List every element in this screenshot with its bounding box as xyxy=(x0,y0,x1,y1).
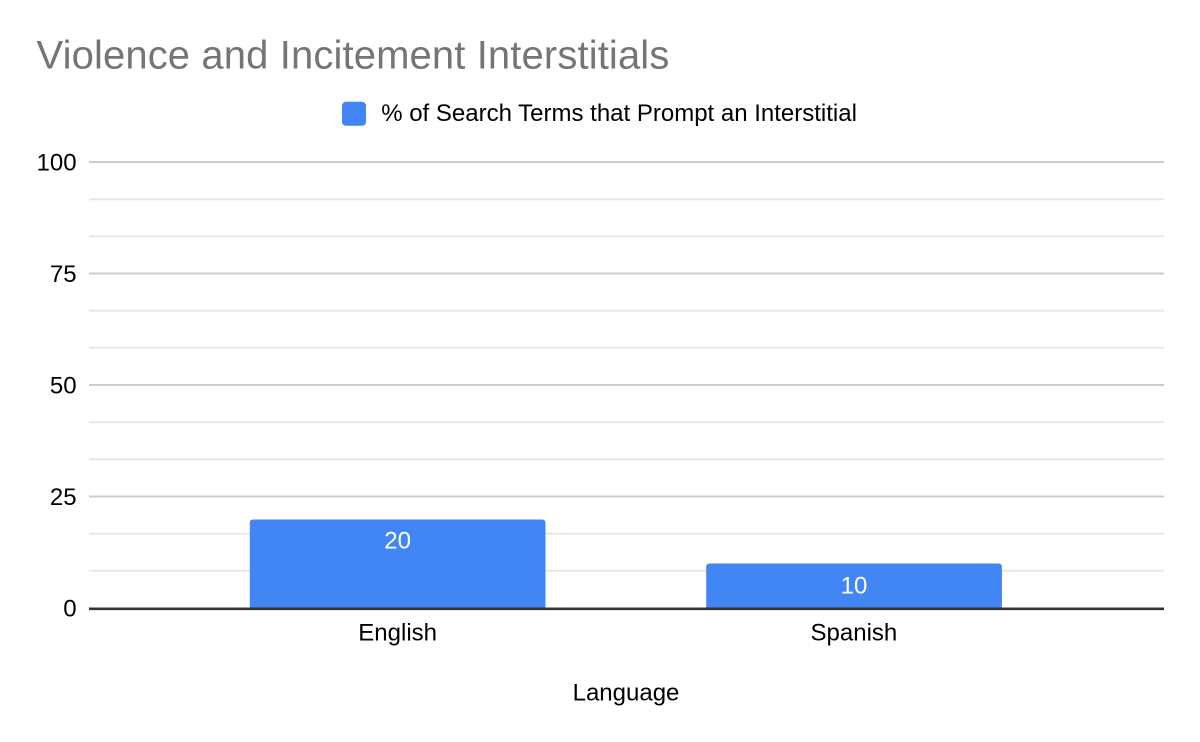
svg-text:Spanish: Spanish xyxy=(811,620,898,647)
svg-text:25: 25 xyxy=(50,484,77,511)
svg-text:50: 50 xyxy=(50,373,77,400)
svg-text:75: 75 xyxy=(50,261,77,288)
svg-text:English: English xyxy=(358,620,437,647)
svg-text:Violence and Incitement Inters: Violence and Incitement Interstitials xyxy=(37,34,670,78)
svg-text:0: 0 xyxy=(63,596,76,623)
svg-text:% of Search Terms that Prompt: % of Search Terms that Prompt an Interst… xyxy=(381,100,857,127)
svg-text:10: 10 xyxy=(841,572,868,599)
svg-text:20: 20 xyxy=(384,527,411,554)
svg-text:100: 100 xyxy=(37,150,77,177)
svg-text:Language: Language xyxy=(573,680,680,707)
